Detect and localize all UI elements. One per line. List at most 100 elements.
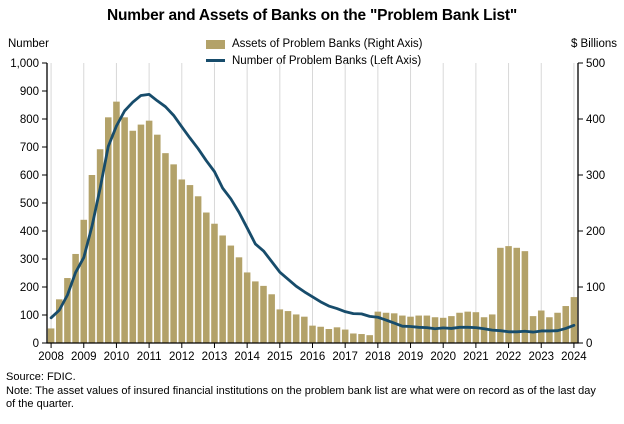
bar bbox=[431, 317, 439, 343]
bar bbox=[243, 272, 251, 343]
number-line-swatch-icon bbox=[206, 59, 225, 63]
bar bbox=[423, 315, 431, 343]
bar bbox=[80, 219, 88, 343]
bar bbox=[88, 175, 96, 343]
svg-text:2017: 2017 bbox=[332, 351, 358, 363]
left-axis-unit-label: Number bbox=[8, 38, 49, 50]
footer-note: Note: The asset values of insured financ… bbox=[6, 384, 596, 411]
bar bbox=[178, 179, 186, 343]
svg-text:800: 800 bbox=[20, 114, 39, 126]
bar bbox=[137, 124, 145, 343]
bar bbox=[276, 309, 284, 343]
bar bbox=[505, 246, 512, 343]
bar bbox=[145, 120, 153, 344]
bar bbox=[562, 306, 570, 343]
svg-text:1,000: 1,000 bbox=[10, 58, 39, 70]
bar bbox=[47, 328, 55, 343]
bar bbox=[382, 312, 390, 343]
svg-text:600: 600 bbox=[20, 170, 39, 182]
bar bbox=[186, 185, 194, 343]
svg-text:2018: 2018 bbox=[365, 351, 391, 363]
bar bbox=[129, 130, 137, 343]
svg-text:100: 100 bbox=[20, 310, 39, 322]
svg-text:2015: 2015 bbox=[267, 351, 293, 363]
left-axis-ticks: 0 100 200 300 400 500 600 700 800 900 1,000 bbox=[10, 58, 47, 350]
bar bbox=[301, 316, 308, 343]
bar bbox=[554, 312, 561, 343]
bar bbox=[513, 247, 520, 343]
bar bbox=[154, 134, 161, 343]
bar bbox=[227, 245, 235, 343]
assets-bar-swatch-icon bbox=[206, 39, 225, 49]
bar bbox=[537, 310, 545, 343]
bar bbox=[194, 196, 202, 343]
svg-text:0: 0 bbox=[586, 338, 592, 350]
bar bbox=[390, 313, 398, 343]
bar bbox=[211, 223, 218, 343]
svg-text:100: 100 bbox=[586, 282, 605, 294]
assets-legend-label: Assets of Problem Banks (Right Axis) bbox=[232, 38, 423, 51]
line-series bbox=[49, 92, 576, 334]
bar bbox=[497, 247, 504, 343]
bar bbox=[570, 297, 578, 343]
svg-text:300: 300 bbox=[20, 254, 39, 266]
bar bbox=[292, 314, 300, 343]
legend-item-assets: Assets of Problem Banks (Right Axis) bbox=[206, 36, 422, 53]
bar bbox=[333, 327, 341, 343]
bar bbox=[399, 315, 406, 343]
svg-text:2016: 2016 bbox=[300, 351, 326, 363]
bar bbox=[268, 294, 275, 343]
bar bbox=[162, 153, 169, 343]
svg-text:2022: 2022 bbox=[496, 351, 522, 363]
svg-text:0: 0 bbox=[33, 338, 39, 350]
bar bbox=[96, 149, 104, 343]
number-legend-label: Number of Problem Banks (Left Axis) bbox=[232, 54, 422, 67]
footer-source: Source: FDIC. bbox=[6, 371, 76, 383]
svg-text:2021: 2021 bbox=[463, 351, 489, 363]
chart-plot: 0 100 200 300 400 500 600 700 800 900 1,000 0 100 200… bbox=[10, 58, 605, 363]
bar bbox=[317, 326, 324, 343]
bar bbox=[341, 329, 349, 343]
chart-title: Number and Assets of Banks on the "Probl… bbox=[106, 7, 518, 24]
svg-text:400: 400 bbox=[20, 226, 39, 238]
bar bbox=[284, 311, 292, 343]
svg-text:2020: 2020 bbox=[430, 351, 456, 363]
legend-item-number: Number of Problem Banks (Left Axis) bbox=[206, 53, 422, 70]
right-axis-unit-label: $ Billions bbox=[570, 38, 617, 50]
svg-text:700: 700 bbox=[20, 142, 39, 154]
bar bbox=[219, 235, 226, 343]
svg-text:2019: 2019 bbox=[398, 351, 424, 363]
bar bbox=[415, 315, 422, 343]
svg-text:500: 500 bbox=[20, 198, 39, 210]
svg-text:200: 200 bbox=[20, 282, 39, 294]
svg-text:2011: 2011 bbox=[137, 351, 162, 363]
bar bbox=[55, 299, 63, 343]
svg-text:2013: 2013 bbox=[202, 351, 228, 363]
bar bbox=[309, 325, 316, 343]
bar bbox=[407, 316, 414, 343]
right-axis-ticks: 0 100 200 300 400 500 bbox=[578, 58, 605, 350]
svg-text:400: 400 bbox=[586, 114, 605, 126]
bar bbox=[358, 334, 365, 343]
bar bbox=[260, 285, 267, 343]
x-axis-ticks: 2008 2009 2010 2011 2012 2013 2014 2015 2016 2017… bbox=[38, 343, 587, 363]
bar bbox=[350, 333, 357, 343]
bar bbox=[113, 101, 120, 343]
svg-text:500: 500 bbox=[586, 58, 605, 70]
bar bbox=[521, 251, 529, 343]
bar bbox=[170, 164, 177, 343]
legend: Assets of Problem Banks (Right Axis) Num… bbox=[206, 36, 422, 69]
svg-text:2012: 2012 bbox=[169, 351, 195, 363]
bar bbox=[72, 253, 79, 343]
bar bbox=[64, 278, 71, 343]
bar bbox=[252, 281, 259, 343]
svg-text:2024: 2024 bbox=[561, 351, 587, 363]
bar bbox=[366, 335, 373, 343]
svg-text:900: 900 bbox=[20, 86, 39, 98]
svg-text:2008: 2008 bbox=[38, 351, 64, 363]
bar bbox=[439, 317, 447, 343]
bar bbox=[325, 329, 333, 343]
svg-text:2014: 2014 bbox=[234, 351, 260, 363]
bar bbox=[203, 212, 210, 343]
footer: Source: FDIC. Note: The asset values of … bbox=[6, 371, 607, 412]
